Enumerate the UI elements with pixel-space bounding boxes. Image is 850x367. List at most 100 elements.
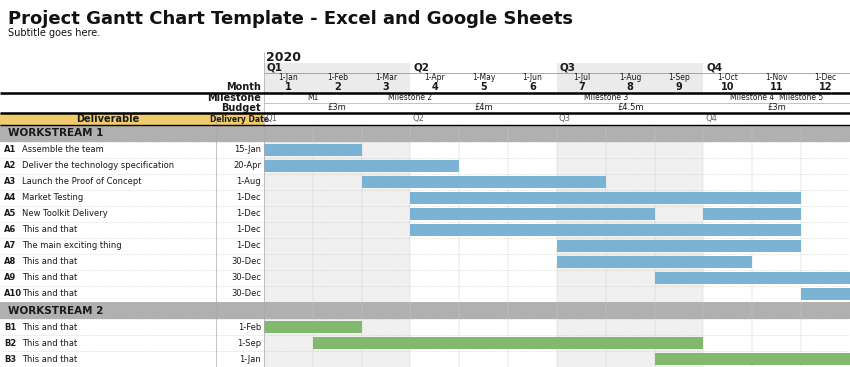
Text: Market Testing: Market Testing <box>22 193 83 203</box>
Text: 1-Aug: 1-Aug <box>619 73 642 82</box>
Bar <box>557 190 606 206</box>
Bar <box>802 254 850 270</box>
Bar <box>361 206 411 222</box>
Bar <box>508 206 557 222</box>
Bar <box>0 103 850 113</box>
Text: Q1: Q1 <box>266 115 278 124</box>
Bar <box>411 351 459 367</box>
Bar <box>459 174 508 190</box>
Bar <box>361 335 411 351</box>
Text: Project Gantt Chart Template - Excel and Google Sheets: Project Gantt Chart Template - Excel and… <box>8 10 573 28</box>
Text: This and that: This and that <box>22 355 77 363</box>
Bar <box>704 240 802 252</box>
Text: A6: A6 <box>4 225 16 235</box>
Bar <box>557 63 704 73</box>
Bar <box>459 190 508 206</box>
Bar <box>802 158 850 174</box>
Bar <box>411 192 802 204</box>
Bar <box>0 222 264 238</box>
Text: 1-Dec: 1-Dec <box>236 210 261 218</box>
Bar <box>654 238 704 254</box>
Bar <box>264 270 313 286</box>
Bar <box>752 222 802 238</box>
Text: 3: 3 <box>382 83 389 92</box>
Bar <box>411 63 557 73</box>
Bar <box>704 254 752 270</box>
Bar <box>606 174 654 190</box>
Bar <box>0 206 264 222</box>
Text: 2020: 2020 <box>266 51 301 64</box>
Text: This and that: This and that <box>22 290 77 298</box>
Text: This and that: This and that <box>22 338 77 348</box>
Bar <box>654 174 704 190</box>
Bar <box>313 82 361 93</box>
Bar <box>264 238 313 254</box>
Text: Q2: Q2 <box>413 63 429 73</box>
Text: £4.5m: £4.5m <box>617 103 643 113</box>
Bar <box>802 286 850 302</box>
Bar <box>606 270 654 286</box>
Text: 1-May: 1-May <box>472 73 496 82</box>
Bar <box>459 73 508 82</box>
Bar <box>313 319 361 335</box>
Bar <box>606 254 654 270</box>
Bar <box>361 190 411 206</box>
Bar <box>606 73 654 82</box>
Bar <box>557 142 606 158</box>
Text: 1-Dec: 1-Dec <box>236 193 261 203</box>
Bar <box>752 335 802 351</box>
Text: 1-Oct: 1-Oct <box>717 73 739 82</box>
Bar <box>411 206 459 222</box>
Bar <box>0 319 264 335</box>
Bar <box>557 254 606 270</box>
Text: B3: B3 <box>4 355 16 363</box>
Bar <box>411 224 704 236</box>
Text: 8: 8 <box>626 83 634 92</box>
Bar <box>313 351 361 367</box>
Bar <box>313 335 361 351</box>
Text: 5: 5 <box>480 83 487 92</box>
Text: 10: 10 <box>721 83 734 92</box>
Bar <box>802 73 850 82</box>
Bar <box>802 288 850 300</box>
Text: Q3: Q3 <box>560 63 576 73</box>
Bar <box>361 73 411 82</box>
Bar <box>606 319 654 335</box>
Bar <box>0 286 264 302</box>
Text: 1-Sep: 1-Sep <box>668 73 690 82</box>
Text: 20-Apr: 20-Apr <box>233 161 261 171</box>
Text: Deliver the technology specification: Deliver the technology specification <box>22 161 174 171</box>
Text: 1-Apr: 1-Apr <box>424 73 445 82</box>
Bar <box>704 270 752 286</box>
Text: This and that: This and that <box>22 323 77 331</box>
Text: A3: A3 <box>4 178 16 186</box>
Text: Q1: Q1 <box>267 63 283 73</box>
Bar <box>313 238 361 254</box>
Text: Q2: Q2 <box>412 115 424 124</box>
Bar <box>459 142 508 158</box>
Bar <box>264 63 411 367</box>
Bar <box>313 142 361 158</box>
Bar <box>802 142 850 158</box>
Bar <box>508 222 557 238</box>
Text: 1-Feb: 1-Feb <box>238 323 261 331</box>
Bar <box>704 63 850 73</box>
Bar <box>264 73 313 82</box>
Bar <box>606 222 654 238</box>
Text: A2: A2 <box>4 161 16 171</box>
Text: Delivery Date: Delivery Date <box>211 115 269 124</box>
Bar <box>802 174 850 190</box>
Text: 4: 4 <box>432 83 439 92</box>
Bar <box>264 113 850 125</box>
Text: A7: A7 <box>4 241 16 251</box>
Text: Q4: Q4 <box>706 115 717 124</box>
Bar <box>0 254 264 270</box>
Bar <box>361 238 411 254</box>
Bar <box>0 125 850 142</box>
Bar <box>411 190 459 206</box>
Bar <box>313 190 361 206</box>
Text: This and that: This and that <box>22 258 77 266</box>
Bar <box>606 238 654 254</box>
Bar <box>0 270 264 286</box>
Bar <box>654 353 850 365</box>
